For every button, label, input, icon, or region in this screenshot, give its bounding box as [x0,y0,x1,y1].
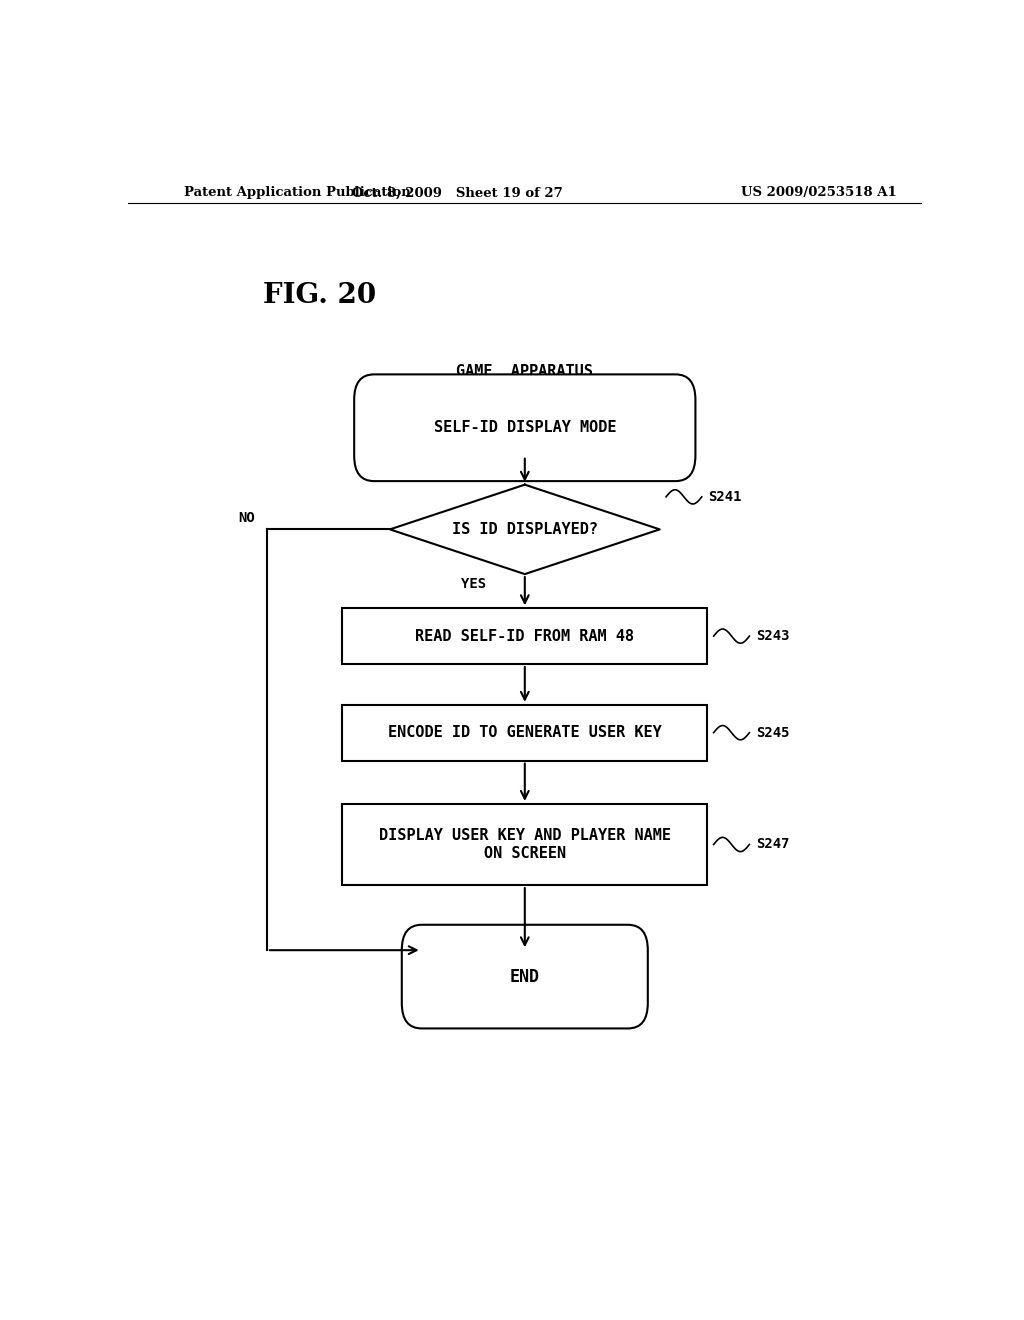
Bar [342,804,708,886]
Text: FIG. 20: FIG. 20 [263,282,376,309]
Text: READ SELF-ID FROM RAM 48: READ SELF-ID FROM RAM 48 [416,628,634,644]
Text: IS ID DISPLAYED?: IS ID DISPLAYED? [452,521,598,537]
Text: NO: NO [239,511,255,525]
Text: ENCODE ID TO GENERATE USER KEY: ENCODE ID TO GENERATE USER KEY [388,725,662,741]
Text: S241: S241 [709,490,741,504]
Text: DISPLAY USER KEY AND PLAYER NAME
ON SCREEN: DISPLAY USER KEY AND PLAYER NAME ON SCRE… [379,828,671,861]
FancyBboxPatch shape [401,925,648,1028]
Text: YES: YES [461,577,485,591]
Text: GAME  APPARATUS: GAME APPARATUS [457,364,593,379]
FancyBboxPatch shape [354,375,695,480]
Text: US 2009/0253518 A1: US 2009/0253518 A1 [740,186,896,199]
Text: Oct. 8, 2009   Sheet 19 of 27: Oct. 8, 2009 Sheet 19 of 27 [352,186,563,199]
Text: S243: S243 [756,630,790,643]
Bar [342,609,708,664]
Bar [342,705,708,760]
Text: S245: S245 [756,726,790,739]
Text: S247: S247 [756,837,790,851]
Text: Patent Application Publication: Patent Application Publication [183,186,411,199]
Text: END: END [510,968,540,986]
Text: SELF-ID DISPLAY MODE: SELF-ID DISPLAY MODE [433,420,616,436]
